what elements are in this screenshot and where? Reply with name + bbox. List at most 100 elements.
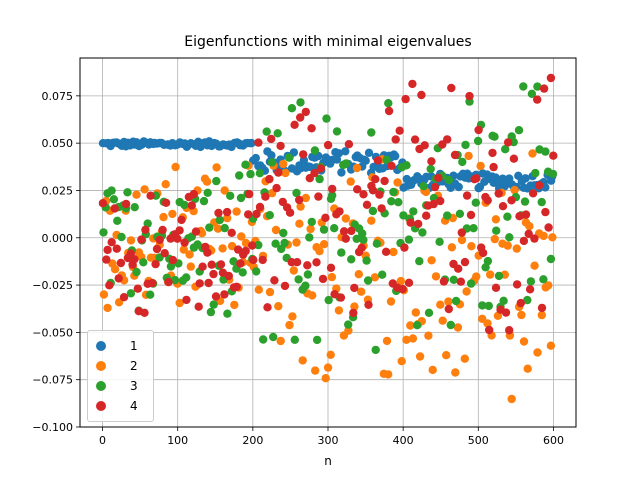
data-point bbox=[362, 200, 372, 209]
data-point bbox=[422, 211, 431, 220]
data-point bbox=[489, 162, 498, 172]
data-point bbox=[212, 176, 221, 186]
data-point bbox=[251, 153, 260, 163]
data-point bbox=[261, 192, 270, 201]
data-point bbox=[485, 325, 494, 335]
data-point bbox=[462, 191, 472, 200]
data-point bbox=[223, 309, 232, 318]
data-point bbox=[503, 241, 512, 250]
data-point bbox=[267, 151, 276, 160]
data-point bbox=[373, 156, 383, 165]
data-point bbox=[324, 295, 333, 305]
data-point bbox=[537, 310, 546, 320]
data-point bbox=[226, 191, 235, 200]
data-point bbox=[263, 303, 272, 312]
data-point bbox=[98, 199, 108, 208]
data-point bbox=[349, 308, 358, 318]
data-point bbox=[255, 202, 265, 212]
data-point bbox=[363, 276, 373, 285]
data-point bbox=[107, 186, 116, 195]
data-point bbox=[148, 278, 157, 288]
data-point bbox=[410, 135, 420, 144]
data-point bbox=[241, 160, 250, 169]
data-point bbox=[386, 297, 396, 306]
data-point bbox=[303, 261, 312, 270]
data-point bbox=[290, 335, 299, 344]
data-point bbox=[382, 336, 392, 346]
data-point bbox=[140, 308, 149, 317]
data-point bbox=[362, 256, 371, 265]
data-point bbox=[312, 258, 321, 267]
data-point bbox=[491, 215, 501, 224]
data-point bbox=[461, 140, 470, 150]
data-point bbox=[323, 140, 333, 150]
data-point bbox=[337, 168, 346, 177]
data-point bbox=[544, 281, 553, 290]
data-point bbox=[335, 207, 344, 216]
data-point bbox=[326, 263, 336, 272]
data-point bbox=[288, 312, 297, 321]
data-point bbox=[216, 260, 226, 269]
data-point bbox=[235, 171, 244, 180]
data-point bbox=[358, 229, 367, 238]
data-point bbox=[535, 181, 544, 190]
data-point bbox=[444, 304, 453, 314]
data-point bbox=[523, 295, 532, 305]
data-point bbox=[180, 200, 189, 210]
data-point bbox=[490, 234, 499, 244]
data-point bbox=[509, 154, 519, 163]
data-point bbox=[370, 273, 380, 282]
data-point bbox=[341, 234, 350, 243]
data-point bbox=[140, 185, 149, 194]
data-point bbox=[484, 301, 493, 311]
data-point bbox=[486, 270, 495, 279]
data-point bbox=[414, 219, 423, 229]
legend-marker bbox=[96, 401, 106, 411]
data-point bbox=[227, 228, 236, 237]
data-point bbox=[321, 213, 330, 222]
data-point bbox=[113, 216, 122, 225]
data-point bbox=[521, 174, 530, 183]
data-point bbox=[443, 211, 452, 220]
data-point bbox=[265, 287, 275, 297]
x-tick-label: 200 bbox=[242, 434, 263, 447]
data-point bbox=[232, 207, 241, 216]
data-point bbox=[262, 127, 271, 136]
data-point bbox=[179, 245, 188, 254]
data-point bbox=[194, 302, 203, 311]
data-point bbox=[447, 243, 457, 252]
data-point bbox=[352, 234, 361, 243]
data-point bbox=[371, 345, 380, 355]
data-point bbox=[119, 293, 129, 302]
chart-title: Eigenfunctions with minimal eigenvalues bbox=[184, 34, 472, 50]
data-point bbox=[252, 267, 261, 276]
data-point bbox=[109, 195, 119, 204]
data-point bbox=[347, 226, 356, 236]
legend-marker bbox=[96, 341, 106, 351]
data-point bbox=[289, 266, 298, 275]
data-point bbox=[483, 196, 492, 205]
data-point bbox=[453, 323, 463, 332]
x-tick-label: 300 bbox=[318, 434, 339, 447]
data-point bbox=[402, 335, 411, 344]
data-point bbox=[406, 218, 415, 227]
data-point bbox=[391, 135, 400, 144]
data-point bbox=[230, 300, 239, 310]
data-point bbox=[117, 232, 126, 242]
data-point bbox=[357, 243, 366, 252]
data-point bbox=[426, 164, 435, 174]
data-point bbox=[429, 199, 438, 209]
data-point bbox=[384, 99, 393, 108]
data-point bbox=[292, 258, 302, 267]
data-point bbox=[287, 104, 297, 113]
data-point bbox=[344, 326, 353, 335]
data-point bbox=[273, 129, 282, 138]
data-point bbox=[464, 151, 473, 161]
data-point bbox=[114, 274, 123, 283]
data-point bbox=[454, 182, 463, 192]
data-point bbox=[203, 188, 212, 197]
data-point bbox=[116, 258, 126, 268]
legend-item: 1 bbox=[96, 337, 138, 355]
data-point bbox=[478, 248, 488, 258]
data-point bbox=[146, 191, 155, 200]
